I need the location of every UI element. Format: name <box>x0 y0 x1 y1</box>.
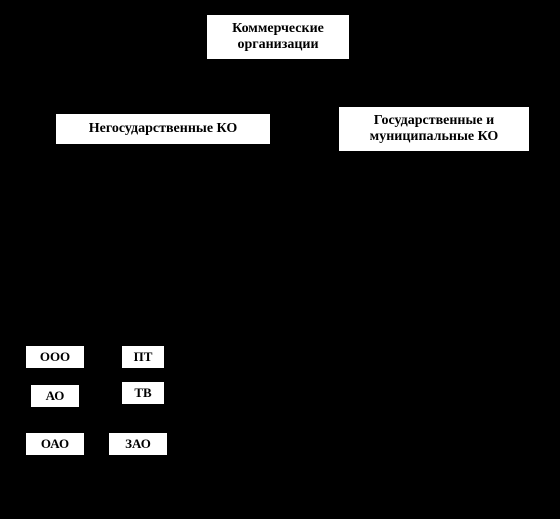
node-root-label: Коммерческие организации <box>211 21 345 53</box>
node-tv: ТВ <box>121 381 165 405</box>
node-nongov-label: Негосударственные КО <box>89 121 237 137</box>
node-ooo-label: ООО <box>40 350 70 365</box>
node-ao: АО <box>30 384 80 408</box>
node-zao: ЗАО <box>108 432 168 456</box>
diagram-canvas: Коммерческие организации Негосударственн… <box>0 0 560 519</box>
node-ao-label: АО <box>46 389 65 404</box>
node-tv-label: ТВ <box>134 386 151 401</box>
node-zao-label: ЗАО <box>125 437 151 452</box>
node-pt-label: ПТ <box>134 350 153 365</box>
node-gov-label: Государственные и муниципальные КО <box>343 113 525 145</box>
node-nongov: Негосударственные КО <box>55 113 271 145</box>
node-pt: ПТ <box>121 345 165 369</box>
node-oao: ОАО <box>25 432 85 456</box>
node-root: Коммерческие организации <box>206 14 350 60</box>
node-ooo: ООО <box>25 345 85 369</box>
node-oao-label: ОАО <box>41 437 69 452</box>
node-gov: Государственные и муниципальные КО <box>338 106 530 152</box>
